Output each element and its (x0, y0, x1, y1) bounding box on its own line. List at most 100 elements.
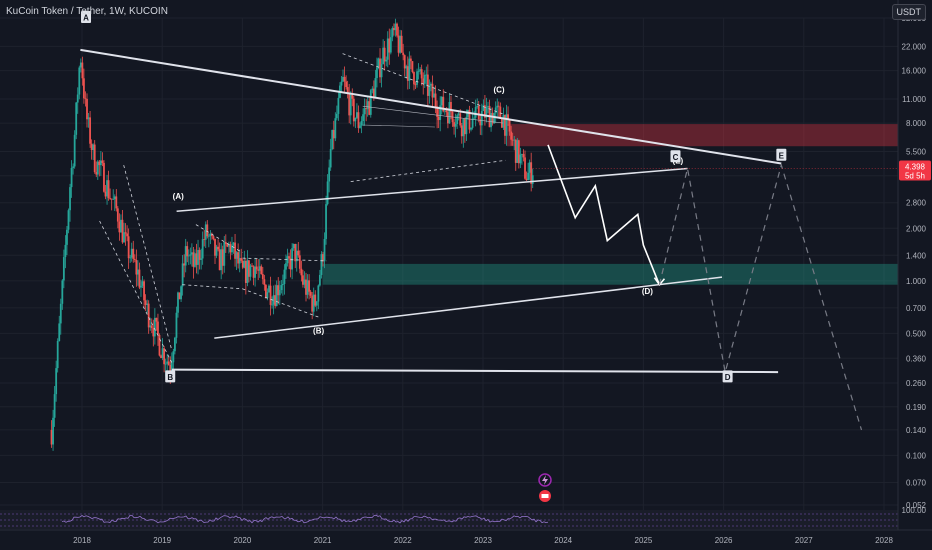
point-label-box (81, 11, 92, 23)
candle-body (66, 229, 68, 245)
price-axis[interactable]: 32.00022.00016.00011.0008.0005.5004.0002… (897, 0, 927, 530)
candle-body (86, 98, 88, 120)
candle-body (241, 260, 244, 268)
candle-body (519, 154, 522, 164)
candle-body (511, 139, 514, 141)
candle-body (318, 274, 321, 286)
candle-body (399, 35, 401, 53)
candle-body (403, 55, 406, 69)
candle-body (497, 105, 500, 107)
candle-body (379, 58, 381, 78)
candle-body (79, 62, 82, 68)
candle-body (249, 265, 252, 277)
candle-body (476, 105, 479, 108)
candle-body (425, 74, 428, 76)
candle-body (275, 285, 278, 307)
support-zone (322, 263, 899, 285)
candle-body (132, 248, 135, 259)
candle-body (160, 355, 162, 358)
candle-body (416, 71, 418, 85)
candle-body (133, 258, 136, 260)
dashed-pattern-line (182, 284, 243, 290)
candle-body (180, 286, 182, 300)
candle-body (400, 35, 403, 53)
candle-body (140, 285, 142, 288)
candle-body (203, 239, 206, 240)
candle-body (138, 269, 141, 288)
candle-body (83, 78, 85, 99)
price-tick-label: 2.000 (906, 224, 927, 233)
currency-button[interactable]: USDT (891, 4, 926, 20)
projection-path (547, 144, 661, 286)
candle-body (325, 204, 327, 239)
candle-body (166, 361, 169, 364)
candle-body (52, 417, 54, 445)
candle-body (408, 58, 411, 81)
candle-body (258, 266, 261, 271)
candle-body (96, 161, 99, 175)
candle-body (84, 98, 87, 100)
candle-body (471, 118, 474, 128)
candle-body (323, 238, 326, 262)
candle-body (356, 112, 358, 118)
candle-body (178, 292, 181, 300)
candle-body (430, 83, 432, 86)
candle-body (234, 242, 236, 259)
candle-body (490, 112, 492, 128)
dashed-pattern-line (99, 220, 173, 363)
candles (50, 18, 534, 451)
candle-body (504, 114, 506, 136)
candle-body (311, 295, 314, 312)
candle-body (468, 109, 471, 130)
candle-body (67, 210, 70, 230)
candle-body (135, 259, 138, 275)
candle-body (528, 162, 531, 173)
candle-body (332, 129, 335, 139)
candle-body (277, 285, 280, 296)
candle-body (127, 236, 130, 259)
candle-body (530, 162, 533, 184)
candle-body (409, 58, 412, 62)
candle-body (352, 98, 355, 122)
candle-body (516, 140, 519, 163)
candle-body (118, 221, 121, 233)
candle-body (288, 256, 290, 259)
candle-body (391, 28, 394, 38)
candle-body (155, 317, 158, 322)
candle-body (73, 134, 76, 167)
candle-body (522, 154, 525, 158)
candle-body (147, 303, 150, 328)
point-label: B (167, 373, 173, 382)
candle-body (187, 255, 190, 257)
candle-body (274, 295, 277, 307)
event-icons[interactable] (538, 473, 552, 502)
time-axis[interactable]: 2018 2019 2020 2021 2022 2023 2024 2025 2026 2027… (0, 529, 932, 545)
candle-body (289, 258, 292, 270)
projection-arrow (653, 277, 666, 287)
candle-body (195, 253, 198, 265)
price-tick-label: 0.140 (906, 426, 927, 435)
candle-body (443, 110, 446, 112)
candle-body (285, 263, 287, 270)
candle-body (308, 280, 310, 292)
price-tick-label: 8.000 (906, 119, 927, 128)
oscillator-background (0, 510, 898, 529)
candle-body (493, 113, 496, 124)
candle-body (183, 263, 186, 266)
candle-body (450, 102, 452, 112)
candle-body (235, 252, 238, 259)
point-label-box (670, 150, 681, 163)
point-label-box (776, 148, 787, 161)
candle-body (229, 244, 232, 253)
candle-body (393, 28, 395, 31)
candle-body (525, 178, 528, 181)
dashed-pattern-line (342, 53, 506, 116)
candle-body (359, 125, 361, 128)
candle-body (437, 116, 440, 121)
price-tick-label: 1.400 (906, 251, 927, 260)
point-label-box (165, 370, 176, 383)
candle-body (315, 301, 318, 306)
candle-body (417, 71, 420, 73)
